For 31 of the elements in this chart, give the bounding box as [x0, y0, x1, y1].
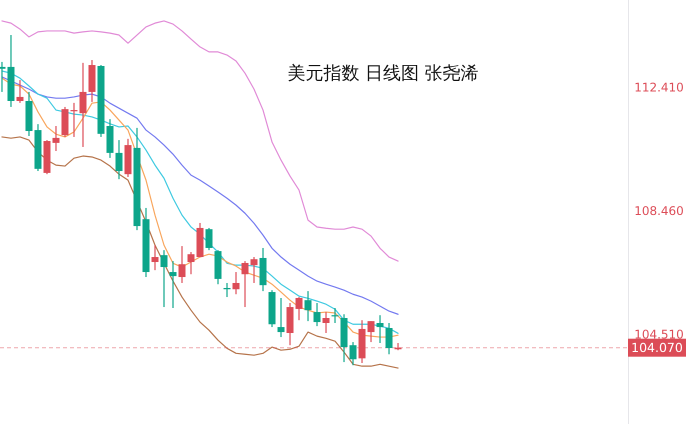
candlestick [115, 139, 122, 180]
y-tick-label: 104.510 [634, 327, 684, 342]
candlestick [376, 314, 384, 344]
line-series [1, 136, 399, 369]
candlestick [151, 244, 158, 271]
candlestick [350, 341, 357, 366]
candlestick [296, 296, 303, 321]
y-tick-label: 112.410 [634, 80, 684, 94]
line-series [1, 20, 399, 262]
candlestick [52, 125, 60, 152]
candlestick [386, 322, 393, 355]
candlestick [170, 260, 176, 309]
candlestick [79, 62, 86, 148]
candlestick [16, 79, 24, 104]
candlestick [314, 302, 321, 327]
candlestick [232, 271, 240, 295]
text: 美元指数 日线图 张尧浠 [287, 63, 479, 84]
candlestick [70, 102, 78, 138]
y-tick-label: 108.460 [634, 204, 684, 218]
candlestick [322, 311, 330, 334]
candlestick [250, 256, 258, 284]
candlestick [160, 250, 168, 308]
ref-line-label: 104.070 [631, 340, 683, 356]
candlestick [178, 245, 186, 284]
candlestick [206, 227, 213, 251]
candlestick [188, 251, 194, 275]
candlestick [304, 290, 312, 322]
candlestick [332, 307, 339, 324]
candlestick [242, 260, 249, 308]
candlestick [368, 320, 375, 343]
candlestick [278, 297, 285, 338]
